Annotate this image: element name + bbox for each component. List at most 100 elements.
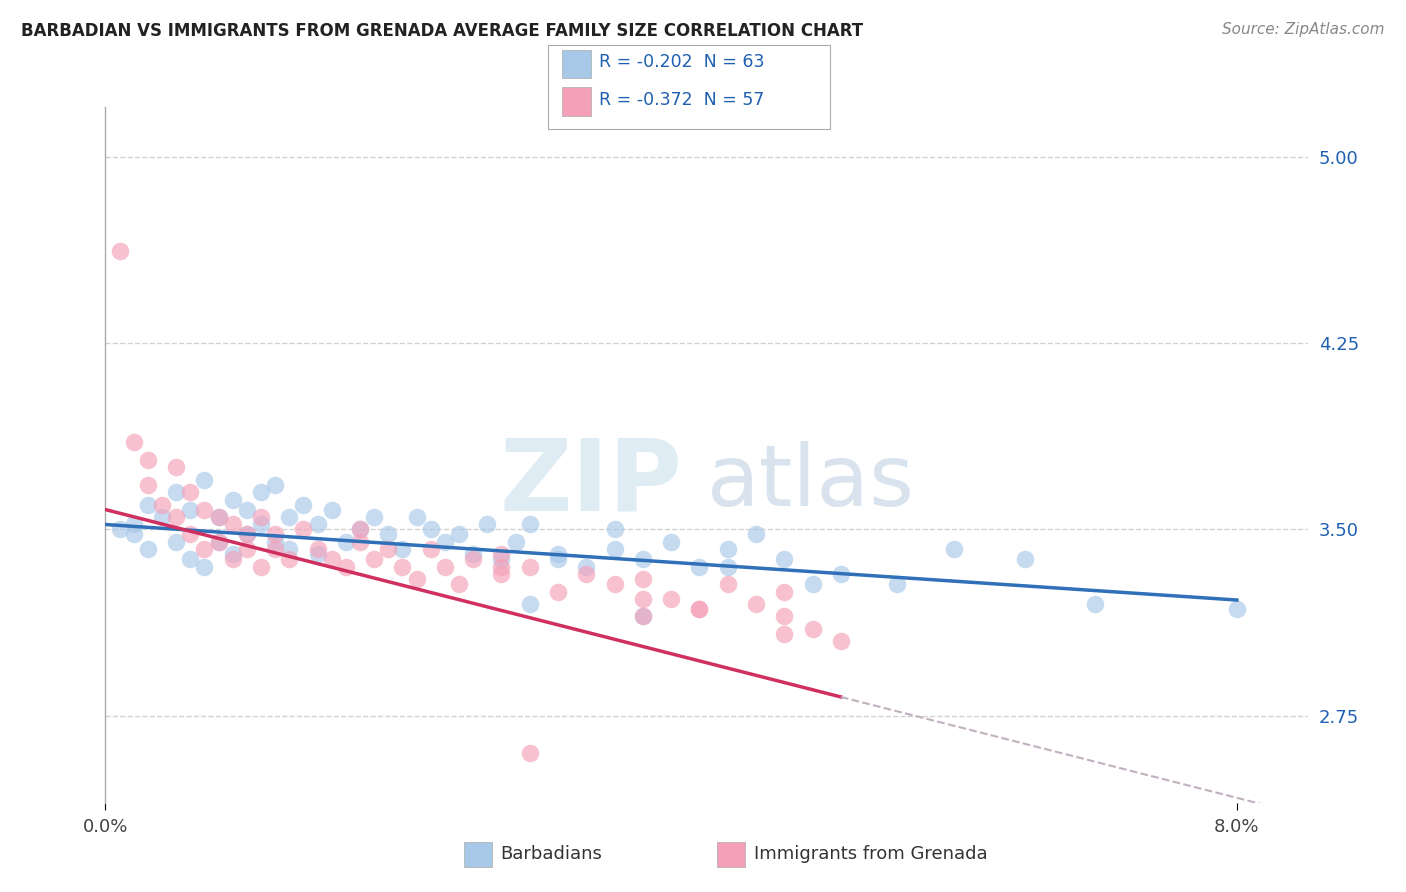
Point — [491, 552, 513, 566]
Point — [717, 577, 740, 591]
Point — [165, 485, 187, 500]
Point — [419, 523, 441, 537]
Point — [745, 597, 768, 611]
Point — [292, 498, 315, 512]
Point — [179, 527, 201, 541]
Point — [631, 609, 654, 624]
Point — [688, 602, 710, 616]
Point — [193, 559, 215, 574]
Point — [419, 542, 441, 557]
Point — [519, 559, 541, 574]
Point — [207, 510, 229, 524]
Point — [207, 535, 229, 549]
Point — [264, 535, 287, 549]
Point — [179, 552, 201, 566]
Point — [547, 552, 569, 566]
Point — [1014, 552, 1036, 566]
Point — [1226, 602, 1249, 616]
Point — [447, 577, 470, 591]
Point — [830, 567, 852, 582]
Point — [236, 502, 259, 516]
Point — [307, 542, 329, 557]
Point — [335, 559, 357, 574]
Point — [717, 559, 740, 574]
Point — [307, 547, 329, 561]
Point — [236, 527, 259, 541]
Point — [717, 542, 740, 557]
Point — [165, 460, 187, 475]
Text: Source: ZipAtlas.com: Source: ZipAtlas.com — [1222, 22, 1385, 37]
Point — [108, 523, 131, 537]
Point — [603, 523, 626, 537]
Point — [278, 510, 301, 524]
Point — [207, 535, 229, 549]
Text: Barbadians: Barbadians — [501, 845, 602, 863]
Point — [519, 746, 541, 760]
Point — [179, 502, 201, 516]
Point — [631, 572, 654, 586]
Point — [477, 517, 499, 532]
Point — [377, 527, 399, 541]
Point — [433, 535, 456, 549]
Point — [122, 435, 145, 450]
Text: ZIP: ZIP — [499, 434, 682, 532]
Point — [150, 510, 173, 524]
Text: Immigrants from Grenada: Immigrants from Grenada — [754, 845, 987, 863]
Point — [321, 502, 343, 516]
Point — [250, 517, 273, 532]
Text: atlas: atlas — [707, 442, 914, 524]
Point — [943, 542, 966, 557]
Point — [179, 485, 201, 500]
Point — [349, 523, 371, 537]
Point — [773, 552, 796, 566]
Point — [575, 559, 598, 574]
Point — [391, 542, 413, 557]
Point — [491, 559, 513, 574]
Point — [264, 542, 287, 557]
Point — [307, 517, 329, 532]
Point — [236, 527, 259, 541]
Point — [193, 473, 215, 487]
Point — [773, 627, 796, 641]
Point — [773, 584, 796, 599]
Point — [122, 527, 145, 541]
Point — [603, 577, 626, 591]
Point — [405, 510, 427, 524]
Point — [363, 552, 385, 566]
Point — [405, 572, 427, 586]
Point — [165, 510, 187, 524]
Point — [193, 542, 215, 557]
Point — [547, 584, 569, 599]
Point — [631, 552, 654, 566]
Point — [547, 547, 569, 561]
Point — [207, 510, 229, 524]
Point — [250, 485, 273, 500]
Point — [349, 523, 371, 537]
Point — [801, 577, 824, 591]
Point — [250, 559, 273, 574]
Point — [575, 567, 598, 582]
Point — [830, 634, 852, 648]
Point — [165, 535, 187, 549]
Point — [447, 527, 470, 541]
Text: BARBADIAN VS IMMIGRANTS FROM GRENADA AVERAGE FAMILY SIZE CORRELATION CHART: BARBADIAN VS IMMIGRANTS FROM GRENADA AVE… — [21, 22, 863, 40]
Point — [519, 597, 541, 611]
Point — [391, 559, 413, 574]
Point — [222, 517, 245, 532]
Point — [519, 517, 541, 532]
Point — [801, 622, 824, 636]
Point — [688, 559, 710, 574]
Point — [349, 535, 371, 549]
Point — [603, 542, 626, 557]
Point — [491, 567, 513, 582]
Point — [321, 552, 343, 566]
Point — [292, 523, 315, 537]
Text: R = -0.372  N = 57: R = -0.372 N = 57 — [599, 91, 765, 109]
Point — [363, 510, 385, 524]
Point — [886, 577, 908, 591]
Point — [659, 592, 682, 607]
Point — [773, 609, 796, 624]
Point — [136, 542, 159, 557]
Point — [688, 602, 710, 616]
Point — [222, 552, 245, 566]
